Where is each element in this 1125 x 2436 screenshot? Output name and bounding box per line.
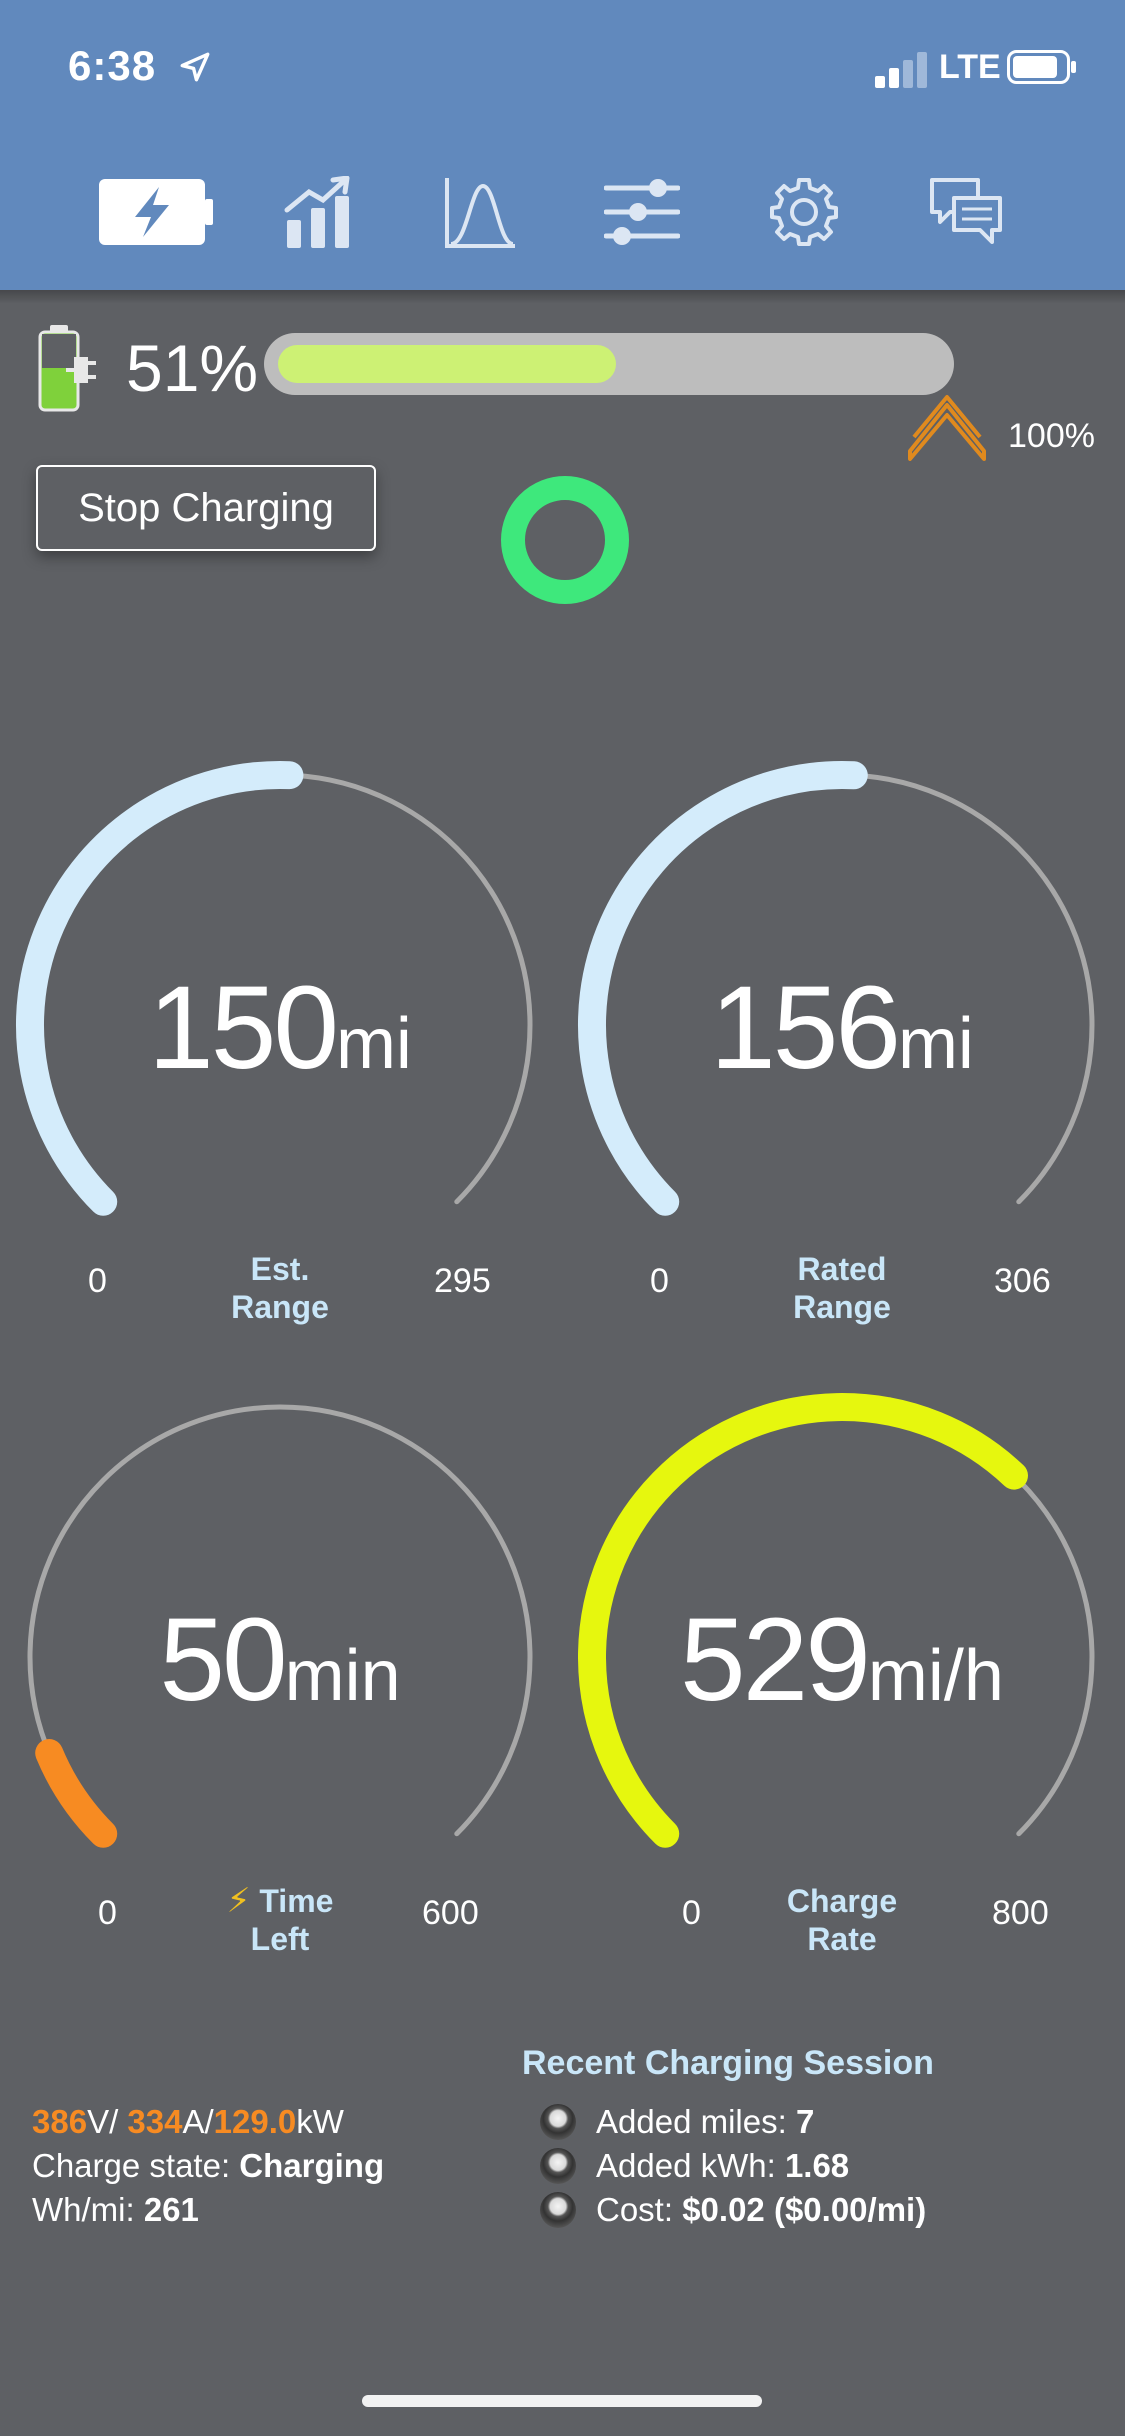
rated-range-min: 0	[650, 1262, 669, 1300]
list-item: Added kWh: 1.68	[540, 2144, 926, 2188]
app-header: 6:38 LTE	[0, 0, 1125, 290]
est-range-gauge: 150mi 0 295 Est. Range	[10, 750, 550, 1340]
charge-rate-gauge: 529mi/h 0 800 Charge Rate	[572, 1382, 1112, 1972]
est-range-arc	[16, 761, 304, 1216]
time-left-track	[27, 1404, 533, 1837]
header-shadow	[0, 290, 1125, 304]
battery-row: 51% 100%	[0, 315, 1125, 465]
time-left-gauge: 50min 0 600 ⚡ Time Left	[10, 1382, 550, 1972]
rated-range-max: 306	[994, 1262, 1051, 1300]
charge-rate-label: Charge Rate	[786, 1883, 898, 1957]
bar-chart-icon	[284, 176, 350, 248]
tab-curve[interactable]	[420, 168, 540, 256]
battery-charging-icon	[99, 179, 213, 245]
rated-range-value: 156mi	[710, 962, 974, 1094]
power-readout: 386V/ 334A/129.0kW	[32, 2103, 344, 2140]
est-range-value: 150mi	[148, 962, 412, 1094]
car-battery-plug-icon	[38, 325, 96, 412]
charge-rate-arc	[578, 1393, 1028, 1848]
rated-range-label: Rated Range	[793, 1251, 891, 1325]
battery-level-bar	[264, 333, 954, 395]
lightning-bolt-icon: ⚡	[226, 1882, 251, 1920]
home-indicator[interactable]	[362, 2395, 762, 2407]
est-range-dial	[16, 761, 533, 1216]
tab-messages[interactable]	[906, 168, 1026, 256]
time-left-label: ⚡ Time Left	[226, 1882, 334, 1957]
time-left-value: 50min	[159, 1594, 401, 1726]
phone-battery-icon	[1007, 50, 1076, 84]
battery-level-fill	[278, 345, 616, 383]
charging-status-ring-icon	[501, 476, 629, 604]
tab-bar	[0, 168, 1125, 256]
electrical-info: 386V/ 334A/129.0kW Charge state: Chargin…	[32, 2100, 384, 2232]
est-range-max: 295	[434, 1262, 491, 1300]
time-left-max: 600	[422, 1894, 479, 1932]
curve-chart-icon	[445, 178, 515, 248]
sliders-icon	[604, 179, 680, 245]
est-range-min: 0	[88, 1262, 107, 1300]
bullet-icon	[540, 2192, 576, 2228]
location-arrow-icon	[180, 52, 210, 82]
charge-limit-label: 100%	[1008, 417, 1095, 455]
time-left-min: 0	[98, 1894, 117, 1932]
tab-stats[interactable]	[258, 168, 378, 256]
bullet-icon	[540, 2104, 576, 2140]
rated-range-arc	[578, 761, 868, 1216]
bullet-icon	[540, 2148, 576, 2184]
charge-rate-dial	[578, 1393, 1095, 1848]
recent-session-title: Recent Charging Session	[522, 2044, 934, 2082]
status-indicators: LTE	[875, 48, 1085, 88]
tab-settings[interactable]	[744, 168, 864, 256]
status-time: 6:38	[68, 42, 157, 89]
efficiency-row: Wh/mi: 261	[32, 2191, 199, 2228]
recent-session-list: Added miles: 7 Added kWh: 1.68 Cost: $0.…	[540, 2100, 926, 2232]
charge-state-row: Charge state: Charging	[32, 2147, 385, 2184]
est-range-label: Est. Range	[231, 1251, 329, 1325]
charge-limit-chevron-icon[interactable]	[904, 375, 990, 461]
time-left-dial	[27, 1404, 533, 1848]
rated-range-dial	[578, 761, 1095, 1216]
rated-range-gauge: 156mi 0 306 Rated Range	[572, 750, 1112, 1340]
list-item: Added miles: 7	[540, 2100, 926, 2144]
charge-rate-max: 800	[992, 1894, 1049, 1932]
network-label: LTE	[939, 48, 1001, 86]
tab-controls[interactable]	[582, 168, 702, 256]
chat-bubbles-icon	[930, 178, 1002, 244]
battery-percent: 51%	[126, 331, 259, 405]
charge-rate-value: 529mi/h	[680, 1594, 1004, 1726]
gear-icon	[770, 178, 838, 246]
signal-bars-icon	[875, 52, 927, 88]
time-left-arc	[35, 1739, 118, 1848]
list-item: Cost: $0.02 ($0.00/mi)	[540, 2188, 926, 2232]
charge-rate-min: 0	[682, 1894, 701, 1932]
tab-charging[interactable]	[96, 168, 216, 256]
stop-charging-button[interactable]: Stop Charging	[36, 465, 376, 551]
